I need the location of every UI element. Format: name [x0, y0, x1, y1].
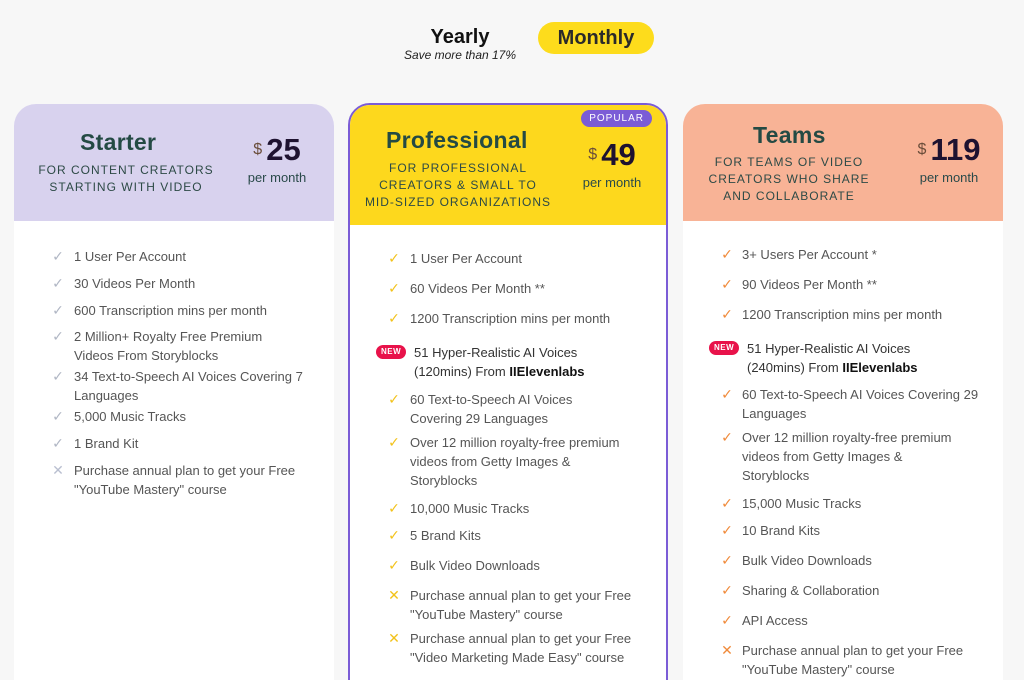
feature-text: 15,000 Music Tracks — [742, 496, 862, 511]
check-icon: ✓ — [52, 248, 64, 264]
feature-text: 5 Brand Kits — [410, 528, 481, 543]
check-icon: ✓ — [388, 250, 400, 266]
cross-icon: ✕ — [52, 462, 64, 478]
feature-text: 90 Videos Per Month ** — [742, 277, 877, 292]
popular-badge: POPULAR — [581, 110, 652, 127]
feature-text: Purchase annual plan to get your Free "V… — [410, 631, 632, 665]
check-icon: ✓ — [52, 302, 64, 318]
check-icon: ✓ — [388, 500, 400, 516]
plan-subtitle: For professional creators & small to mid… — [364, 161, 552, 209]
feature-text: Purchase annual plan to get your Free "Y… — [74, 463, 296, 497]
feature-text-main: 51 Hyper-Realistic AI Voices (240mins) F… — [747, 341, 911, 375]
feature-text: 600 Transcription mins per month — [74, 303, 267, 318]
plan-card-professional: POPULAR Professional For professional cr… — [348, 103, 668, 680]
feature-text: Purchase annual plan to get your Free "Y… — [410, 588, 632, 622]
price-amount: 25 — [266, 132, 301, 167]
plan-card-starter: Starter For content creators starting wi… — [14, 104, 334, 680]
check-icon: ✓ — [721, 582, 733, 598]
plan-subtitle: For content creators starting with video — [38, 163, 214, 194]
check-icon: ✓ — [721, 429, 733, 445]
feature-text: API Access — [742, 613, 808, 628]
price-amount: 49 — [601, 137, 636, 172]
feature-text: 34 Text-to-Speech AI Voices Covering 7 L… — [74, 369, 303, 403]
elevenlabs-brand: IIElevenlabs — [509, 364, 585, 379]
feature-text: 10,000 Music Tracks — [410, 501, 530, 516]
check-icon: ✓ — [721, 306, 733, 322]
yearly-savings-note: Save more than 17% — [403, 48, 517, 62]
plan-subtitle: For teams of video creators who share an… — [708, 155, 870, 203]
check-icon: ✓ — [388, 310, 400, 326]
check-icon: ✓ — [388, 527, 400, 543]
feature-text: Over 12 million royalty-free premium vid… — [742, 430, 952, 483]
monthly-option-button[interactable]: Monthly — [538, 22, 654, 54]
check-icon: ✓ — [721, 246, 733, 262]
check-icon: ✓ — [721, 495, 733, 511]
feature-text: 60 Videos Per Month ** — [410, 281, 545, 296]
check-icon: ✓ — [52, 328, 64, 344]
feature-text: 5,000 Music Tracks — [74, 409, 186, 424]
billing-toggle: Yearly Save more than 17% Monthly — [380, 22, 670, 66]
cross-icon: ✕ — [388, 587, 400, 603]
yearly-label[interactable]: Yearly — [430, 26, 490, 48]
check-icon: ✓ — [52, 435, 64, 451]
feature-text: 1200 Transcription mins per month — [742, 307, 943, 322]
plan-header-starter: Starter For content creators starting wi… — [14, 104, 334, 221]
check-icon: ✓ — [721, 552, 733, 568]
cross-icon: ✕ — [388, 630, 400, 646]
check-icon: ✓ — [388, 391, 400, 407]
plan-card-teams: Teams For teams of video creators who sh… — [683, 104, 1003, 680]
check-icon: ✓ — [388, 557, 400, 573]
check-icon: ✓ — [388, 434, 400, 450]
feature-text: 51 Hyper-Realistic AI Voices (120mins) F… — [414, 343, 624, 381]
feature-text: 1 Brand Kit — [74, 436, 139, 451]
price-amount: 119 — [930, 132, 981, 167]
feature-text: 2 Million+ Royalty Free Premium Videos F… — [74, 329, 263, 363]
cross-icon: ✕ — [721, 642, 733, 658]
feature-text: Sharing & Collaboration — [742, 583, 880, 598]
feature-text: Bulk Video Downloads — [742, 553, 872, 568]
feature-text: 1200 Transcription mins per month — [410, 311, 611, 326]
check-icon: ✓ — [52, 368, 64, 384]
currency-symbol: $ — [253, 141, 263, 158]
check-icon: ✓ — [388, 280, 400, 296]
price-period: per month — [919, 170, 979, 185]
feature-text: 60 Text-to-Speech AI Voices Covering 29 … — [410, 392, 573, 426]
new-badge: NEW — [376, 345, 407, 359]
feature-text: 30 Videos Per Month — [74, 276, 196, 291]
feature-text-main: 51 Hyper-Realistic AI Voices (120mins) F… — [414, 345, 578, 379]
new-badge: NEW — [709, 341, 740, 355]
check-icon: ✓ — [52, 408, 64, 424]
feature-text: 3+ Users Per Account * — [742, 247, 877, 262]
plan-header-teams: Teams For teams of video creators who sh… — [683, 104, 1003, 221]
plan-name: Professional — [386, 127, 528, 153]
feature-text: 60 Text-to-Speech AI Voices Covering 29 … — [742, 387, 979, 421]
currency-symbol: $ — [588, 146, 598, 163]
plan-price: $49 per month — [572, 137, 652, 190]
feature-text: Bulk Video Downloads — [410, 558, 540, 573]
currency-symbol: $ — [917, 141, 927, 158]
feature-text: Over 12 million royalty-free premium vid… — [410, 435, 620, 488]
plan-price: $119 per month — [909, 132, 989, 185]
elevenlabs-brand: IIElevenlabs — [842, 360, 918, 375]
check-icon: ✓ — [721, 386, 733, 402]
price-period: per month — [247, 170, 307, 185]
feature-text: 10 Brand Kits — [742, 523, 821, 538]
check-icon: ✓ — [721, 612, 733, 628]
check-icon: ✓ — [721, 522, 733, 538]
feature-text: 1 User Per Account — [74, 249, 186, 264]
feature-text: 1 User Per Account — [410, 251, 522, 266]
feature-text: Purchase annual plan to get your Free "Y… — [742, 643, 964, 677]
plan-header-professional: POPULAR Professional For professional cr… — [350, 105, 666, 225]
check-icon: ✓ — [721, 276, 733, 292]
plan-name: Starter — [80, 129, 157, 155]
check-icon: ✓ — [52, 275, 64, 291]
plan-name: Teams — [753, 122, 826, 148]
price-period: per month — [582, 175, 642, 190]
feature-text: 51 Hyper-Realistic AI Voices (240mins) F… — [747, 339, 947, 377]
yearly-option[interactable]: Yearly Save more than 17% — [390, 26, 530, 62]
plan-price: $25 per month — [242, 132, 312, 185]
